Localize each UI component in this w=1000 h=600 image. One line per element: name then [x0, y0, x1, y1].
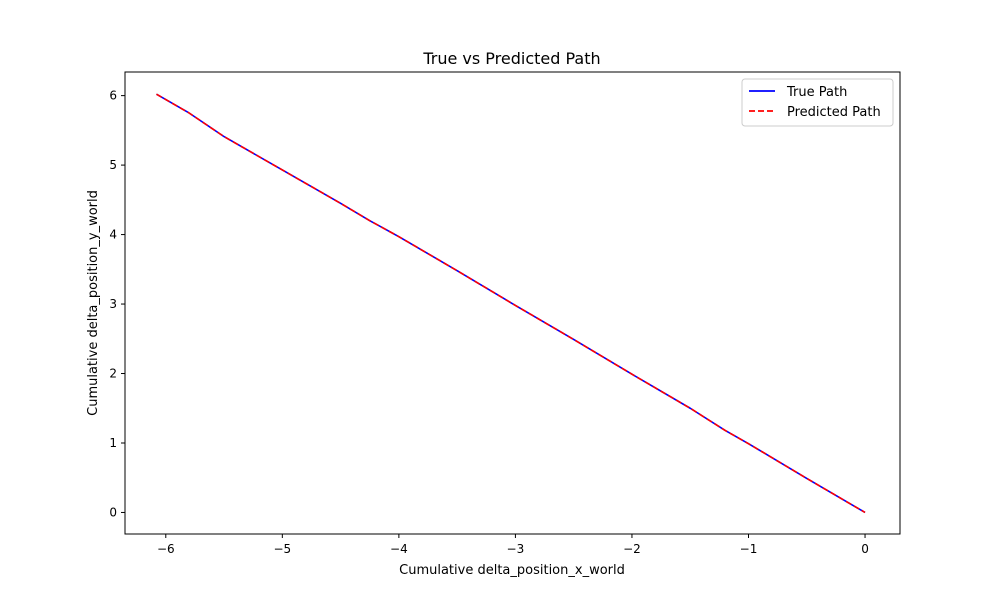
x-tick-label: 0: [861, 542, 869, 556]
legend: True Path Predicted Path: [741, 78, 894, 127]
x-axis: −6 −5 −4 −3 −2 −1 0: [157, 534, 869, 556]
y-axis: 0 1 2 3 4 5 6: [109, 89, 125, 519]
plot-area: [124, 71, 901, 535]
y-tick-label: 1: [109, 436, 117, 450]
y-tick-label: 6: [109, 89, 117, 103]
series-line-true-path: [156, 93, 866, 514]
legend-box: [741, 78, 894, 127]
x-tick-label: −1: [740, 542, 758, 556]
x-tick-label: −5: [273, 542, 291, 556]
chart-title: True vs Predicted Path: [422, 49, 600, 68]
y-tick-label: 3: [109, 297, 117, 311]
x-tick-label: −6: [157, 542, 175, 556]
y-tick-label: 5: [109, 158, 117, 172]
legend-predicted-path-label: Predicted Path: [787, 105, 881, 120]
x-axis-label: Cumulative delta_position_x_world: [399, 563, 625, 578]
y-tick-label: 0: [109, 505, 117, 519]
legend-true-path-label: True Path: [786, 85, 847, 100]
y-tick-label: 4: [109, 228, 117, 242]
x-tick-label: −3: [507, 542, 525, 556]
x-tick-label: −4: [390, 542, 408, 556]
y-axis-label: Cumulative delta_position_y_world: [86, 190, 101, 416]
series-layer: [156, 93, 866, 514]
series-line-predicted-path: [156, 93, 866, 514]
y-tick-label: 2: [109, 367, 117, 381]
x-tick-label: −2: [623, 542, 641, 556]
plot-frame: [124, 71, 901, 535]
